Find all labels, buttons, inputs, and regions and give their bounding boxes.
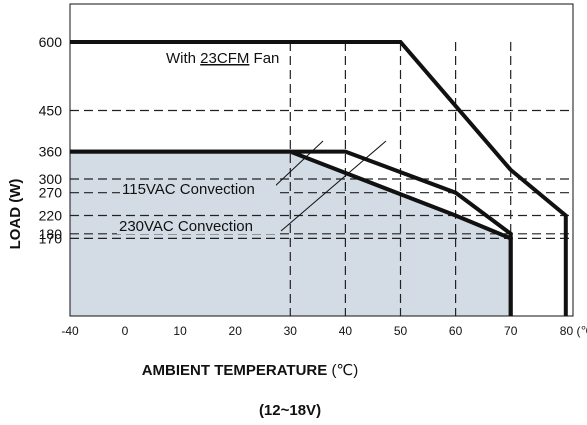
x-tick-70: 70: [504, 324, 518, 338]
chart-subtitle: (12~18V): [258, 402, 322, 419]
y-tick-220: 220: [39, 208, 63, 224]
y-tick-450: 450: [39, 103, 63, 119]
x-tick-40: 40: [339, 324, 353, 338]
x-tick-30: 30: [284, 324, 298, 338]
annotation-fan-underlined: 23CFM: [200, 50, 249, 67]
x-tick--40: -40: [61, 324, 79, 338]
annotation-230-bg: [117, 217, 277, 234]
leader-line-115: [272, 140, 324, 189]
y-tick-300: 300: [39, 171, 63, 187]
x-tick-labels: -40 0 10 20 30 40 50 60 70 80 (℃): [61, 324, 587, 338]
y-tick-180: 180: [39, 226, 63, 242]
x-axis-label-unit: (℃): [331, 362, 359, 379]
derating-curves: [70, 40, 568, 316]
y-axis-label: LOAD (W): [7, 179, 24, 250]
annotation-fan: With 23CFM Fan: [166, 50, 279, 67]
annotation-fan-suffix: Fan: [249, 50, 279, 67]
x-tick-20: 20: [229, 324, 243, 338]
annotation-230vac: 230VAC Convection: [119, 218, 253, 235]
x-tick-10: 10: [173, 324, 187, 338]
x-tick-0: 0: [122, 324, 129, 338]
series-line-2: [70, 149, 513, 316]
annotation-115-bg: [120, 180, 276, 197]
x-axis-label-text: AMBIENT TEMPERATURE: [141, 362, 328, 379]
x-tick-60: 60: [449, 324, 463, 338]
y-tick-170: 170: [39, 230, 63, 246]
x-tick-80: 80 (℃): [560, 324, 587, 338]
series-line-0: [70, 40, 568, 316]
annotation-fan-prefix: With: [166, 50, 200, 67]
leader-line-230: [280, 140, 387, 232]
x-tick-50: 50: [394, 324, 408, 338]
y-tick-600: 600: [39, 34, 63, 50]
plot-frame: [69, 3, 574, 317]
y-tick-360: 360: [39, 144, 63, 160]
annotation-115vac: 115VAC Convection: [122, 181, 255, 198]
x-axis-label: AMBIENT TEMPERATURE (℃): [0, 361, 500, 379]
y-tick-270: 270: [39, 185, 63, 201]
